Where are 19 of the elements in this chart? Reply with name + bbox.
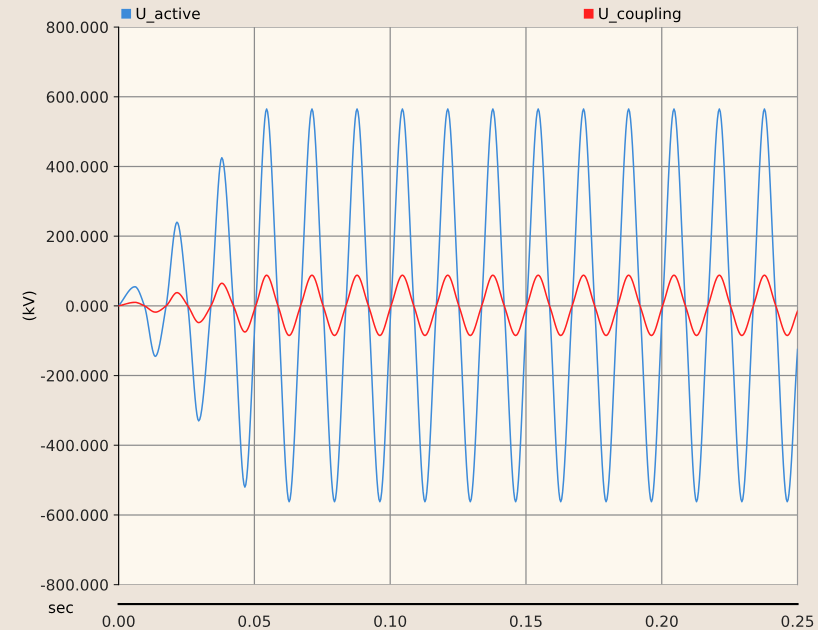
x-tick-label: 0.05 [238, 615, 270, 628]
x-tick-label: 0.00 [102, 615, 135, 628]
legend-label: U_active [136, 7, 200, 23]
y-tick-label: 400.000 [46, 160, 108, 172]
x-tick-label: 0.20 [646, 615, 678, 628]
y-tick-label: -200.000 [40, 370, 108, 382]
y-tick-label: 200.000 [46, 230, 108, 242]
x-tick-label: 0.15 [510, 615, 542, 628]
y-axis-title: (kV) [22, 292, 36, 320]
x-axis-title: sec [48, 604, 73, 614]
x-tick-label: 0.25 [782, 615, 814, 628]
legend-label: U_coupling [599, 7, 680, 23]
x-tick-label: 0.10 [374, 615, 406, 628]
y-tick-label: -400.000 [40, 440, 108, 452]
y-tick-label: -600.000 [40, 509, 108, 521]
y-tick-label: 0.000 [66, 300, 108, 312]
y-tick-label: -800.000 [40, 579, 108, 591]
y-tick-label: 600.000 [46, 91, 108, 103]
y-tick-label: 800.000 [46, 22, 108, 34]
